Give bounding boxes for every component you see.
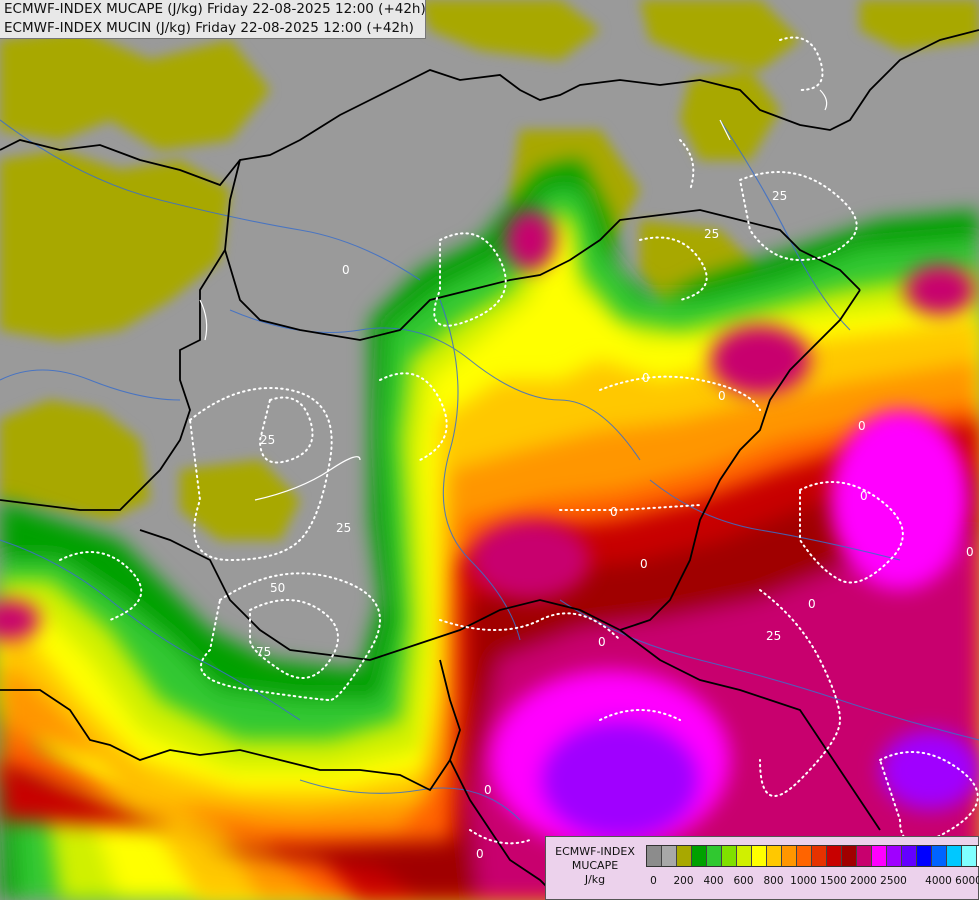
legend-tick-label: 2000 [850, 875, 877, 887]
legend-swatch [752, 846, 767, 866]
legend-swatch [902, 846, 917, 866]
legend-swatch [662, 846, 677, 866]
legend-tick-label: 4000 [925, 875, 952, 887]
legend-swatch [692, 846, 707, 866]
legend-ticks: 0 200 400 600 800 1000 1500 2000 2500 4000 6000 [646, 875, 979, 889]
legend-tick-label: 2500 [880, 875, 907, 887]
color-legend: ECMWF-INDEX MUCAPE J/kg 0 200 400 600 800 100… [545, 836, 979, 900]
legend-swatch [827, 846, 842, 866]
contour-label: 0 [484, 783, 492, 797]
legend-tick-label: 0 [650, 875, 657, 887]
legend-swatch [857, 846, 872, 866]
contour-label: 0 [598, 635, 606, 649]
legend-swatch [932, 846, 947, 866]
contour-label: 0 [808, 597, 816, 611]
contour-label: 0 [966, 545, 974, 559]
legend-units: J/kg [584, 873, 606, 886]
legend-swatch [887, 846, 902, 866]
legend-swatch [962, 846, 977, 866]
contour-label: 25 [260, 433, 275, 447]
country-borders [0, 29, 979, 900]
contour-label: 0 [476, 847, 484, 861]
contour-label: 25 [772, 189, 787, 203]
legend-swatch [872, 846, 887, 866]
contour-label: 0 [610, 505, 618, 519]
legend-title-param: MUCAPE [571, 859, 619, 872]
legend-title: ECMWF-INDEX MUCAPE J/kg [550, 845, 640, 887]
legend-swatch [812, 846, 827, 866]
legend-tick-label: 1500 [820, 875, 847, 887]
legend-swatch [677, 846, 692, 866]
legend-swatch [782, 846, 797, 866]
contour-label: 0 [860, 489, 868, 503]
contour-label: 0 [642, 371, 650, 385]
legend-title-model: ECMWF-INDEX [555, 845, 635, 858]
solid-contours [199, 89, 828, 501]
legend-swatch [737, 846, 752, 866]
contour-label: 0 [342, 263, 350, 277]
map-header: ECMWF-INDEX MUCAPE (J/kg) Friday 22-08-2… [0, 0, 426, 39]
legend-tick-label: 800 [763, 875, 784, 887]
contour-label: 0 [640, 557, 648, 571]
legend-swatch [647, 846, 662, 866]
legend-swatch [977, 846, 979, 866]
legend-tick-label: 1000 [790, 875, 817, 887]
legend-tick-label: 200 [673, 875, 694, 887]
contour-label: 0 [718, 389, 726, 403]
contour-labels: 0 0 0 0 0 0 0 0 0 0 0 0 25 25 25 25 25 5… [256, 189, 974, 861]
header-mucin-line: ECMWF-INDEX MUCIN (J/kg) Friday 22-08-20… [4, 20, 414, 36]
contour-label: 25 [766, 629, 781, 643]
contour-label: 0 [858, 419, 866, 433]
legend-swatch [917, 846, 932, 866]
legend-tick-label: 6000 [955, 875, 979, 887]
contour-label: 25 [336, 521, 351, 535]
header-mucape-line: ECMWF-INDEX MUCAPE (J/kg) Friday 22-08-2… [4, 1, 426, 17]
contour-label: 75 [256, 645, 271, 659]
legend-swatch [722, 846, 737, 866]
legend-swatch [707, 846, 722, 866]
legend-swatch [767, 846, 782, 866]
contour-label: 25 [704, 227, 719, 241]
legend-swatch [947, 846, 962, 866]
legend-swatch [797, 846, 812, 866]
mucin-contours [59, 36, 979, 845]
legend-swatch [842, 846, 857, 866]
legend-tick-label: 400 [703, 875, 724, 887]
legend-tick-label: 600 [733, 875, 754, 887]
contour-label: 50 [270, 581, 285, 595]
legend-swatches [646, 845, 979, 867]
